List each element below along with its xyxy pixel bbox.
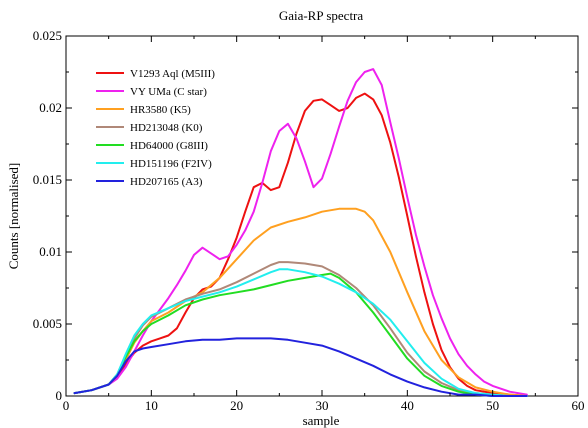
series-line-3 — [73, 261, 528, 397]
y-tick-label: 0.005 — [33, 316, 62, 331]
y-tick-label: 0.02 — [39, 100, 62, 115]
y-tick-label: 0.01 — [39, 244, 62, 259]
legend-label: HR3580 (K5) — [130, 104, 191, 116]
series-line-4 — [73, 272, 528, 397]
chart-title: Gaia-RP spectra — [279, 8, 364, 23]
legend-label: HD207165 (A3) — [130, 176, 203, 188]
x-tick-label: 0 — [63, 398, 70, 413]
y-axis-title: Counts [normalised] — [6, 163, 21, 270]
series-lines — [73, 68, 528, 397]
x-tick-label: 60 — [572, 398, 585, 413]
legend-label: HD213048 (K0) — [130, 122, 203, 134]
legend: V1293 Aql (M5III) VY UMa (C star) HR3580 (… — [96, 68, 215, 188]
x-tick-label: 30 — [316, 398, 329, 413]
y-tick-label: 0 — [56, 388, 63, 403]
legend-label: HD64000 (G8III) — [130, 140, 208, 152]
y-tick-label: 0.015 — [33, 172, 62, 187]
series-line-6 — [73, 337, 528, 397]
series-line-0 — [73, 92, 528, 397]
legend-label: HD151196 (F2IV) — [130, 158, 212, 170]
x-axis-title: sample — [303, 413, 340, 428]
legend-label: VY UMa (C star) — [130, 86, 207, 98]
x-tick-label: 10 — [145, 398, 158, 413]
x-tick-label: 40 — [401, 398, 414, 413]
series-line-1 — [73, 68, 528, 396]
legend-label: V1293 Aql (M5III) — [130, 68, 215, 80]
x-tick-label: 20 — [230, 398, 243, 413]
x-axis-ticks: 0 10 20 30 40 50 60 — [63, 36, 585, 413]
series-line-2 — [73, 207, 528, 397]
y-tick-label: 0.025 — [33, 28, 62, 43]
x-tick-label: 50 — [486, 398, 499, 413]
series-line-5 — [73, 268, 528, 397]
y-axis-ticks: 0 0.005 0.01 0.015 0.02 0.025 — [33, 28, 578, 403]
